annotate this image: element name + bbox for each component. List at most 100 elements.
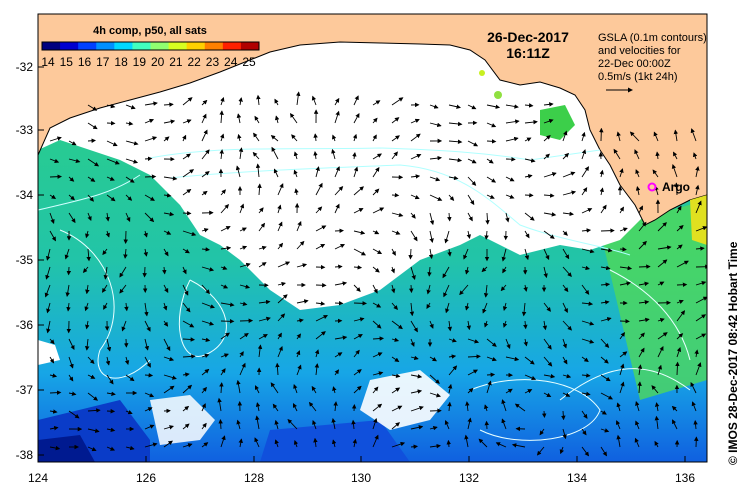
velocity-arrow [482, 302, 488, 314]
velocity-arrow [163, 385, 175, 394]
velocity-arrow [391, 151, 398, 160]
velocity-arrow [409, 302, 415, 317]
velocity-arrow [277, 332, 282, 340]
velocity-arrow [447, 401, 452, 412]
velocity-arrow [87, 104, 98, 111]
velocity-arrow [220, 96, 225, 106]
lon-tick: 126 [136, 471, 156, 485]
velocity-arrow [447, 383, 453, 394]
colorbar-tick-label: 17 [96, 55, 110, 69]
velocity-arrow [467, 354, 481, 359]
velocity-arrow [219, 382, 224, 394]
velocity-arrow [296, 333, 302, 340]
velocity-arrow [638, 205, 643, 214]
velocity-arrow [484, 230, 489, 240]
velocity-arrow [201, 247, 210, 252]
velocity-arrow [163, 119, 176, 124]
velocity-arrow [372, 207, 385, 214]
velocity-arrow [505, 194, 515, 199]
velocity-arrow [352, 133, 358, 142]
velocity-arrow [695, 246, 705, 251]
velocity-arrow [581, 356, 589, 363]
velocity-arrow [372, 134, 377, 142]
velocity-arrow [182, 284, 189, 296]
velocity-arrow [65, 284, 70, 297]
velocity-arrow [619, 206, 624, 214]
velocity-arrow [239, 284, 251, 289]
velocity-arrow [410, 355, 419, 361]
velocity-arrow [274, 439, 279, 448]
velocity-arrow [676, 224, 684, 232]
velocity-arrow [635, 420, 640, 430]
velocity-arrow [68, 158, 81, 164]
velocity-arrow [543, 266, 548, 279]
argo-marker: Argo [647, 180, 690, 194]
velocity-arrow [634, 437, 640, 448]
velocity-arrow [657, 245, 672, 250]
velocity-arrow [125, 176, 135, 183]
velocity-arrow [144, 392, 155, 398]
velocity-arrow [676, 347, 682, 358]
velocity-arrow [581, 391, 591, 397]
velocity-arrow [502, 302, 508, 311]
velocity-arrow [182, 248, 190, 254]
velocity-arrow [277, 281, 286, 287]
velocity-arrow [163, 356, 175, 362]
velocity-arrow [372, 100, 381, 106]
velocity-arrow [692, 152, 698, 160]
velocity-arrow [372, 248, 383, 255]
velocity-arrow [562, 356, 568, 365]
velocity-arrow [524, 174, 533, 179]
velocity-arrow [123, 248, 128, 259]
land-mass [38, 14, 707, 226]
lat-tick: -35 [16, 253, 34, 267]
velocity-arrow [106, 391, 116, 396]
velocity-arrow [676, 244, 683, 250]
velocity-arrow [87, 446, 97, 452]
velocity-arrow [635, 186, 641, 196]
lat-tick: -36 [16, 318, 34, 332]
velocity-arrow [45, 248, 51, 261]
velocity-arrow [391, 422, 400, 430]
velocity-arrow [201, 190, 208, 196]
gsla-note: GSLA (0.1m contours) and velocities for … [598, 32, 707, 93]
velocity-arrow [448, 139, 463, 145]
velocity-arrow [144, 338, 150, 351]
velocity-arrow [391, 97, 404, 106]
velocity-arrow [315, 166, 320, 178]
velocity-arrow [543, 392, 552, 398]
velocity-arrow [676, 333, 684, 340]
velocity-arrow [105, 230, 110, 238]
velocity-arrow [691, 401, 697, 412]
velocity-arrow [467, 158, 477, 164]
velocity-arrow [272, 403, 279, 412]
velocity-arrow [182, 302, 191, 313]
velocity-arrow [86, 248, 91, 262]
velocity-arrow [353, 166, 359, 178]
velocity-arrow [353, 369, 362, 376]
velocity-arrow [271, 146, 279, 160]
velocity-arrow [524, 212, 535, 221]
velocity-arrow [235, 165, 241, 178]
velocity-arrow [391, 212, 404, 218]
velocity-arrow [581, 320, 595, 326]
velocity-arrow [372, 403, 383, 412]
velocity-arrow [600, 428, 610, 433]
velocity-arrow [201, 368, 210, 376]
velocity-arrow [296, 240, 305, 250]
colorbar-tick-label: 18 [114, 55, 128, 69]
velocity-arrow [638, 281, 650, 287]
velocity-arrows [44, 91, 707, 457]
velocity-arrow [163, 102, 174, 107]
velocity-arrow [182, 372, 190, 377]
velocity-arrow [85, 284, 90, 295]
lat-axis: -32 -33 -34 -35 -36 -37 -38 [16, 60, 44, 462]
velocity-arrow [467, 369, 478, 376]
velocity-arrow [524, 103, 534, 108]
velocity-arrow [353, 113, 360, 124]
velocity-arrow [220, 332, 230, 340]
velocity-arrow [562, 248, 570, 260]
velocity-arrow [331, 418, 336, 430]
velocity-arrow [106, 427, 116, 433]
velocity-arrow [258, 299, 271, 305]
